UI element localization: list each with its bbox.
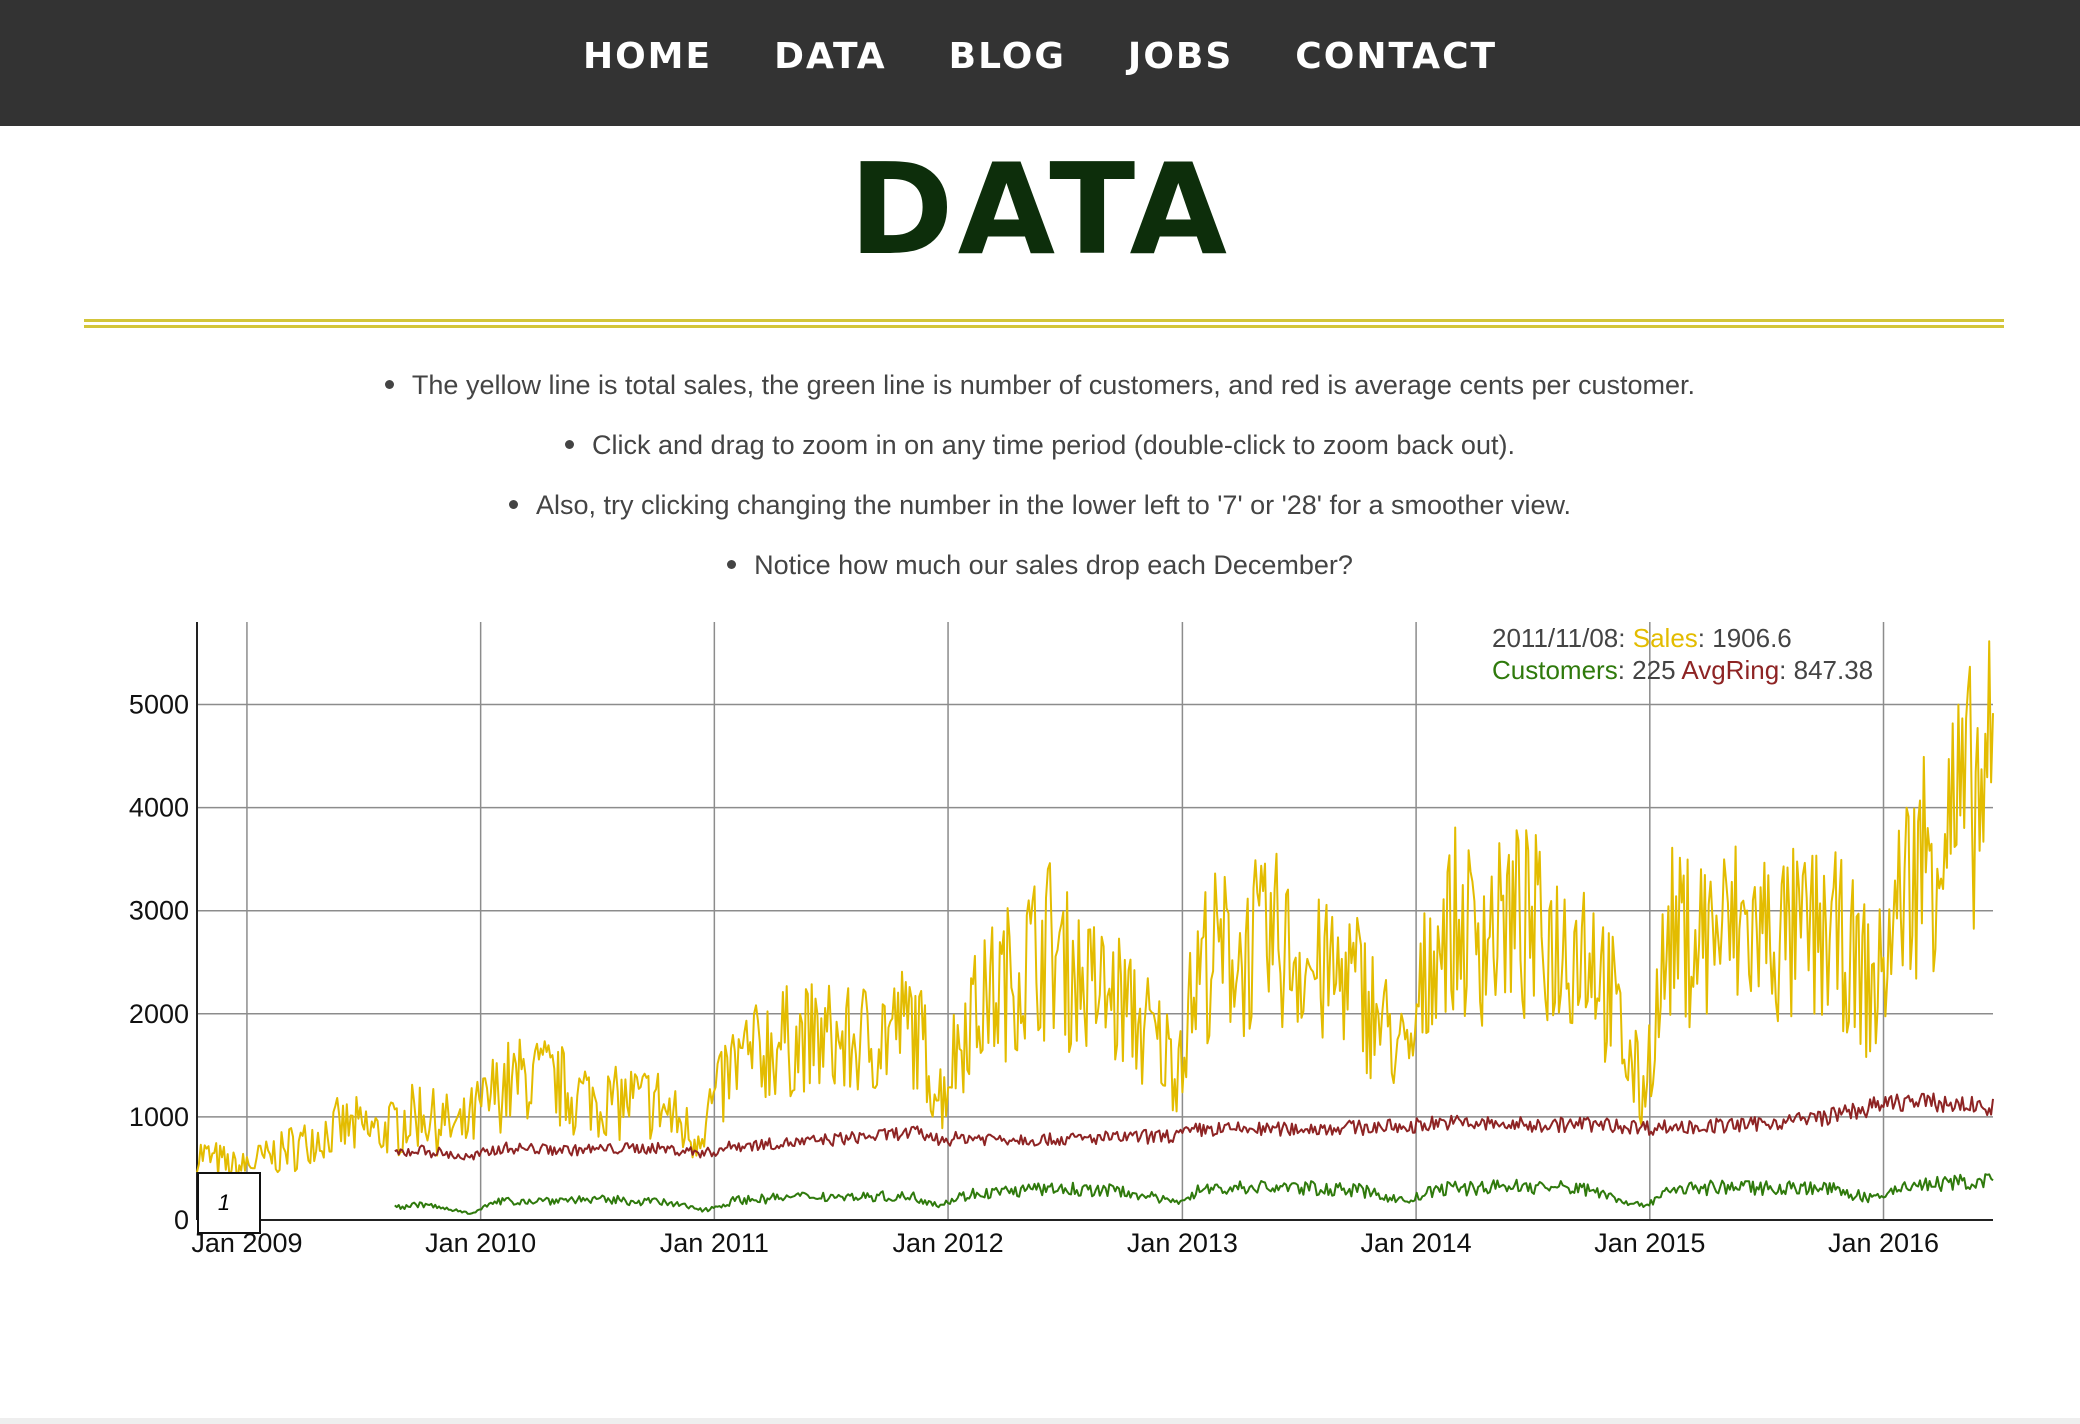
instruction-text: Notice how much our sales drop each Dece…	[754, 550, 1353, 580]
instruction-item: Notice how much our sales drop each Dece…	[0, 542, 2080, 602]
x-tick-label: Jan 2010	[425, 1228, 536, 1258]
legend-row-1: 2011/11/08: Sales: 1906.6	[1492, 623, 1792, 653]
page-title: DATA	[848, 136, 1231, 283]
y-tick-label: 4000	[129, 793, 189, 823]
nav-links: HOME DATA BLOG JOBS CONTACT	[0, 0, 2080, 112]
instruction-text: Click and drag to zoom in on any time pe…	[592, 430, 1515, 460]
chart-legend: 2011/11/08: Sales: 1906.6 Customers: 225…	[1492, 622, 1873, 686]
avgring-series-line	[394, 1092, 1994, 1161]
x-tick-label: Jan 2012	[892, 1228, 1003, 1258]
nav-contact-link[interactable]: CONTACT	[1295, 35, 1498, 77]
y-tick-label: 3000	[129, 896, 189, 926]
bullet-icon	[508, 500, 518, 510]
y-tick-label: 1000	[129, 1102, 189, 1132]
nav-home-link[interactable]: HOME	[582, 35, 713, 77]
legend-row-2: Customers: 225 AvgRing: 847.38	[1492, 655, 1874, 685]
nav-data-link[interactable]: DATA	[774, 35, 887, 77]
instruction-item: The yellow line is total sales, the gree…	[0, 362, 2080, 422]
footer-strip	[0, 1418, 2080, 1424]
sales-series-line	[196, 640, 1994, 1185]
legend-customers-label: Customers	[1492, 655, 1618, 685]
instruction-item: Also, try clicking changing the number i…	[0, 482, 2080, 542]
roll-period-input[interactable]: 1	[197, 1172, 261, 1234]
x-tick-label: Jan 2016	[1828, 1228, 1939, 1258]
instruction-text: Also, try clicking changing the number i…	[535, 490, 1572, 520]
customers-series-line	[394, 1173, 1994, 1215]
legend-date: 2011/11/08	[1492, 623, 1619, 653]
y-tick-label: 0	[174, 1205, 189, 1235]
instructions-list: The yellow line is total sales, the gree…	[0, 362, 2080, 602]
y-tick-label: 5000	[129, 689, 189, 719]
legend-avgring-label: AvgRing	[1681, 655, 1780, 685]
legend-sales-label: Sales	[1632, 623, 1698, 653]
legend-avgring-value: 847.38	[1793, 655, 1874, 685]
title-divider	[84, 325, 2004, 328]
x-tick-label: Jan 2014	[1361, 1228, 1472, 1258]
bullet-icon	[727, 560, 737, 570]
legend-customers-value: 225	[1632, 655, 1676, 685]
x-tick-label: Jan 2015	[1594, 1228, 1705, 1258]
y-tick-label: 2000	[129, 999, 189, 1029]
nav-blog-link[interactable]: BLOG	[948, 35, 1066, 77]
x-tick-label: Jan 2011	[660, 1228, 769, 1258]
instruction-text: The yellow line is total sales, the gree…	[411, 370, 1696, 400]
navbar: HOME DATA BLOG JOBS CONTACT	[0, 0, 2080, 126]
nav-jobs-link[interactable]: JOBS	[1127, 35, 1234, 77]
bullet-icon	[384, 380, 394, 390]
x-tick-label: Jan 2013	[1127, 1228, 1238, 1258]
title-divider	[84, 319, 2004, 322]
bullet-icon	[565, 440, 575, 450]
legend-sales-value: 1906.6	[1712, 623, 1792, 653]
instruction-item: Click and drag to zoom in on any time pe…	[0, 422, 2080, 482]
